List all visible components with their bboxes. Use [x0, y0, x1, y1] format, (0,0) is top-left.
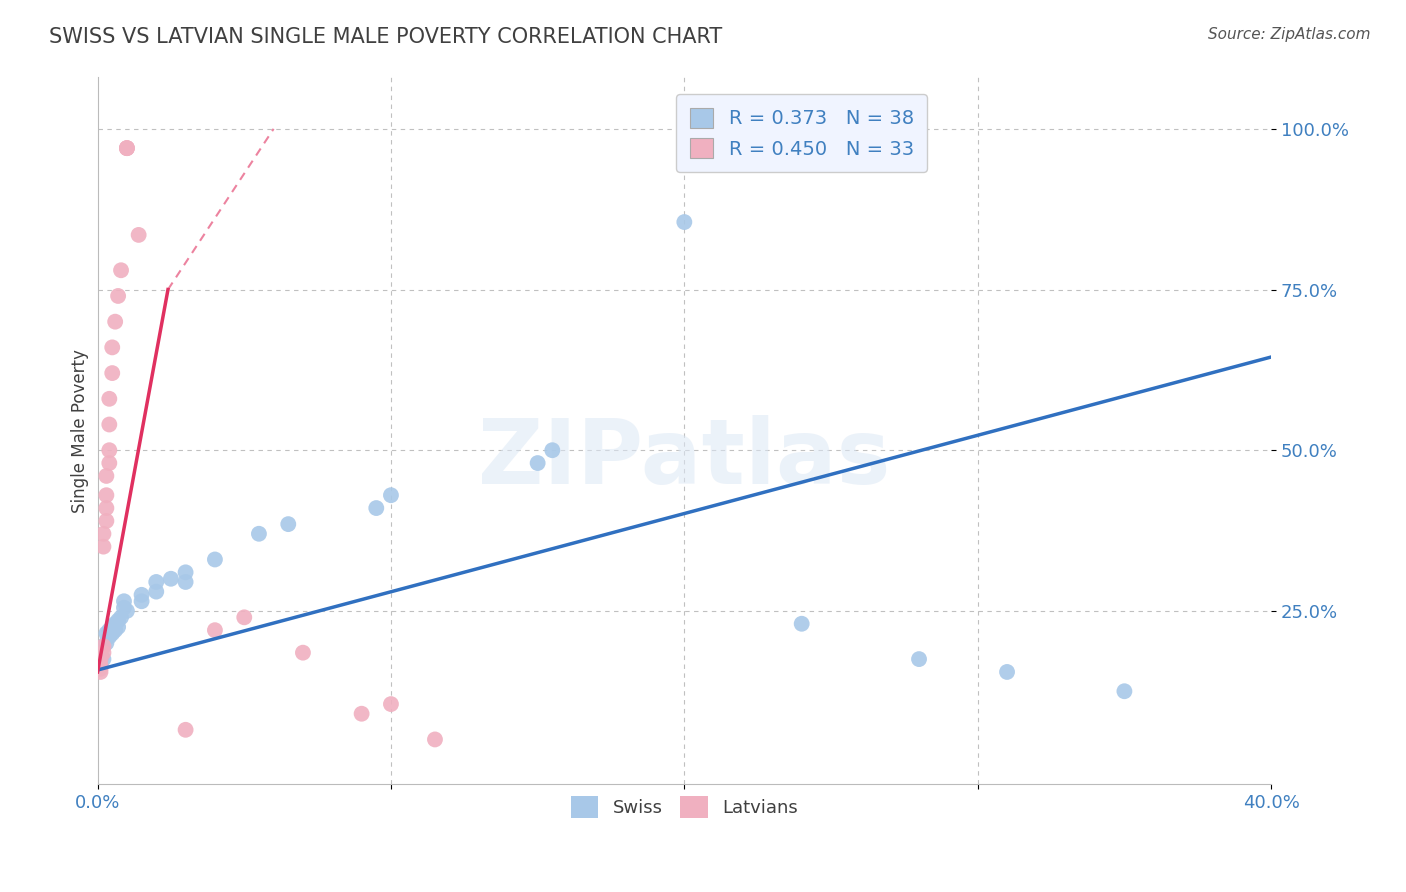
Point — [89, 646, 111, 660]
Point — [98, 456, 121, 470]
Point — [110, 610, 132, 624]
Point — [89, 652, 111, 666]
Point — [98, 623, 121, 637]
Point — [107, 289, 129, 303]
Point — [128, 227, 150, 242]
Point — [131, 594, 153, 608]
Point — [89, 662, 111, 676]
Point — [145, 574, 167, 589]
Point — [131, 588, 153, 602]
Point — [89, 648, 111, 663]
Point — [93, 652, 115, 666]
Point — [110, 263, 132, 277]
Point — [112, 594, 135, 608]
Text: ZIPatlas: ZIPatlas — [478, 415, 890, 503]
Point — [908, 652, 931, 666]
Point — [673, 215, 696, 229]
Point — [93, 639, 115, 653]
Point — [96, 626, 118, 640]
Point — [107, 614, 129, 628]
Point — [93, 639, 115, 653]
Point — [790, 616, 813, 631]
Point — [104, 315, 127, 329]
Point — [277, 517, 299, 532]
Point — [98, 630, 121, 644]
Point — [291, 646, 314, 660]
Point — [89, 665, 111, 679]
Point — [526, 456, 548, 470]
Point — [423, 732, 446, 747]
Text: Source: ZipAtlas.com: Source: ZipAtlas.com — [1208, 27, 1371, 42]
Point — [366, 501, 388, 516]
Point — [380, 488, 402, 502]
Point — [96, 636, 118, 650]
Point — [160, 572, 183, 586]
Point — [89, 658, 111, 673]
Point — [174, 723, 197, 737]
Point — [96, 488, 118, 502]
Point — [174, 566, 197, 580]
Y-axis label: Single Male Poverty: Single Male Poverty — [72, 349, 89, 513]
Point — [98, 443, 121, 458]
Point — [101, 366, 124, 380]
Point — [233, 610, 256, 624]
Point — [93, 646, 115, 660]
Point — [145, 584, 167, 599]
Point — [96, 514, 118, 528]
Point — [350, 706, 373, 721]
Point — [101, 340, 124, 354]
Point — [115, 141, 138, 155]
Point — [1114, 684, 1136, 698]
Point — [115, 604, 138, 618]
Legend: Swiss, Latvians: Swiss, Latvians — [564, 789, 806, 825]
Point — [89, 652, 111, 666]
Point — [380, 697, 402, 711]
Point — [115, 141, 138, 155]
Point — [93, 540, 115, 554]
Point — [96, 501, 118, 516]
Point — [112, 600, 135, 615]
Point — [541, 443, 564, 458]
Point — [115, 141, 138, 155]
Point — [101, 620, 124, 634]
Point — [104, 616, 127, 631]
Text: SWISS VS LATVIAN SINGLE MALE POVERTY CORRELATION CHART: SWISS VS LATVIAN SINGLE MALE POVERTY COR… — [49, 27, 723, 46]
Point — [89, 658, 111, 673]
Point — [995, 665, 1018, 679]
Point — [247, 526, 270, 541]
Point — [204, 623, 226, 637]
Point — [204, 552, 226, 566]
Point — [93, 526, 115, 541]
Point — [98, 392, 121, 406]
Point — [98, 417, 121, 432]
Point — [96, 469, 118, 483]
Point — [174, 574, 197, 589]
Point — [107, 620, 129, 634]
Point — [104, 623, 127, 637]
Point — [101, 626, 124, 640]
